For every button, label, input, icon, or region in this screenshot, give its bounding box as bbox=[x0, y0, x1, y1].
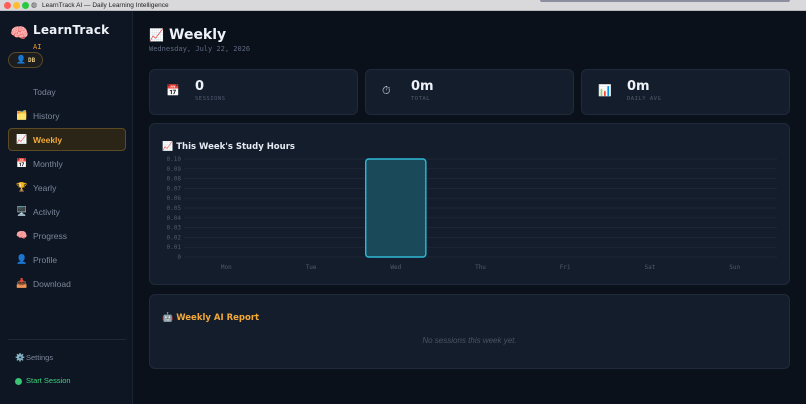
y-tick-label: 0.03 bbox=[167, 225, 182, 232]
chart-icon: 📈 bbox=[162, 142, 174, 152]
x-tick-label: Sat bbox=[645, 264, 656, 271]
y-tick-label: 0 bbox=[177, 254, 181, 261]
page-date: Wednesday, July 22, 2026 bbox=[149, 45, 251, 53]
user-icon: 👤 bbox=[16, 255, 28, 265]
sidebar-item-monthly[interactable]: 📅 Monthly bbox=[8, 152, 126, 175]
user-icon: 👤 bbox=[16, 55, 26, 64]
y-tick-label: 0.07 bbox=[167, 185, 182, 192]
report-panel-title: 🤖 Weekly AI Report bbox=[162, 305, 259, 323]
y-tick-label: 0.06 bbox=[167, 195, 182, 202]
sidebar-item-today[interactable]: Today bbox=[8, 80, 126, 103]
sidebar-item-activity[interactable]: 🖥️ Activity bbox=[8, 200, 126, 223]
sidebar-item-label: Progress bbox=[33, 231, 68, 241]
x-tick-label: Tue bbox=[306, 264, 317, 271]
stat-card-total: ⏱ 0m TOTAL bbox=[365, 69, 574, 115]
start-session-label: Start Session bbox=[26, 376, 71, 385]
x-tick-label: Mon bbox=[221, 264, 232, 271]
chart-icon: 📈 bbox=[149, 28, 164, 42]
y-tick-label: 0.10 bbox=[167, 156, 182, 163]
y-tick-label: 0.01 bbox=[167, 244, 182, 251]
logo: 🧠 LearnTrack AI bbox=[10, 22, 130, 52]
stat-card-daily-avg: 📊 0m DAILY AVG bbox=[581, 69, 790, 115]
monitor-icon: 🖥️ bbox=[16, 207, 28, 217]
stat-label: TOTAL bbox=[411, 96, 431, 102]
trophy-icon: 🏆 bbox=[16, 183, 28, 193]
maximize-window-button[interactable] bbox=[22, 2, 29, 9]
sidebar-item-label: Weekly bbox=[33, 135, 63, 145]
stat-label: DAILY AVG bbox=[627, 96, 662, 102]
y-tick-label: 0.02 bbox=[167, 234, 182, 241]
calendar-icon: 📅 bbox=[166, 84, 180, 97]
x-tick-label: Sun bbox=[729, 264, 740, 271]
stopwatch-icon: ⏱ bbox=[382, 84, 391, 97]
page-title-text: Weekly bbox=[169, 27, 227, 43]
chart-icon: 📈 bbox=[16, 135, 28, 145]
x-tick-label: Fri bbox=[560, 264, 571, 271]
user-badge[interactable]: 👤 DB bbox=[8, 52, 43, 68]
sidebar-item-progress[interactable]: 🧠 Progress bbox=[8, 224, 126, 247]
sidebar-item-label: Today bbox=[33, 87, 56, 97]
folder-icon: 🗂️ bbox=[16, 111, 28, 121]
sidebar-item-label: Profile bbox=[33, 255, 58, 265]
study-hours-chart: 0 0.01 0.02 0.03 0.04 0.05 0.06 0.07 0.08 0.09 0.1… bbox=[167, 156, 777, 271]
stat-value: 0 bbox=[195, 79, 205, 94]
close-window-button[interactable] bbox=[4, 2, 11, 9]
title-bar-accent bbox=[540, 0, 790, 2]
y-tick-label: 0.08 bbox=[167, 176, 182, 183]
chart-title: This Week's Study Hours bbox=[176, 142, 295, 152]
sidebar-item-download[interactable]: 📥 Download bbox=[8, 272, 126, 295]
logo-title: LearnTrack bbox=[33, 23, 110, 37]
sidebar: 🧠 LearnTrack AI 👤 DB Today 🗂️ History 📈 … bbox=[0, 11, 133, 404]
stat-value: 0m bbox=[627, 79, 650, 94]
chart-panel: 📈 This Week's Study Hours 0 0.01 0.02 0.03 0.… bbox=[149, 123, 790, 285]
title-bar: ◍ LearnTrack AI — Daily Learning Intelli… bbox=[0, 0, 806, 11]
gear-icon: ⚙️ bbox=[15, 353, 25, 362]
y-tick-label: 0.05 bbox=[167, 205, 182, 212]
sidebar-item-history[interactable]: 🗂️ History bbox=[8, 104, 126, 127]
report-panel: 🤖 Weekly AI Report No sessions this week … bbox=[149, 294, 790, 369]
window-title: LearnTrack AI — Daily Learning Intellige… bbox=[42, 2, 169, 9]
y-tick-label: 0.04 bbox=[167, 215, 182, 222]
sidebar-item-weekly[interactable]: 📈 Weekly bbox=[8, 128, 126, 151]
stat-card-sessions: 📅 0 SESSIONS bbox=[149, 69, 358, 115]
empty-report-message: No sessions this week yet. bbox=[422, 336, 517, 345]
sidebar-item-yearly[interactable]: 🏆 Yearly bbox=[8, 176, 126, 199]
x-tick-label: Wed bbox=[390, 264, 401, 271]
bar-wed bbox=[365, 158, 427, 258]
sidebar-item-label: Monthly bbox=[33, 159, 63, 169]
app-icon: ◍ bbox=[31, 1, 38, 9]
brain-icon: 🧠 bbox=[10, 24, 29, 42]
logo-subtitle: AI bbox=[33, 43, 42, 51]
x-tick-label: Thu bbox=[475, 264, 486, 271]
sidebar-item-label: Activity bbox=[33, 207, 60, 217]
green-dot-icon bbox=[15, 378, 22, 385]
sidebar-item-label: Download bbox=[33, 279, 71, 289]
report-title: Weekly AI Report bbox=[176, 313, 260, 323]
sidebar-item-profile[interactable]: 👤 Profile bbox=[8, 248, 126, 271]
settings-label: Settings bbox=[26, 353, 54, 362]
sidebar-item-label: Yearly bbox=[33, 183, 57, 193]
calendar-icon: 📅 bbox=[16, 159, 28, 169]
stat-value: 0m bbox=[411, 79, 434, 94]
sidebar-divider bbox=[8, 339, 126, 340]
user-initials: DB bbox=[28, 57, 36, 64]
sidebar-nav: Today 🗂️ History 📈 Weekly 📅 Monthly 🏆 Ye… bbox=[8, 80, 126, 296]
main-content: 📈 Weekly Wednesday, July 22, 2026 📅 0 SE… bbox=[133, 11, 806, 404]
download-icon: 📥 bbox=[16, 279, 28, 289]
chart-panel-title: 📈 This Week's Study Hours bbox=[162, 134, 295, 152]
y-tick-label: 0.09 bbox=[167, 166, 182, 173]
sidebar-item-label: History bbox=[33, 111, 60, 121]
bar-chart-icon: 📊 bbox=[598, 84, 612, 97]
robot-icon: 🤖 bbox=[162, 313, 174, 323]
brain-icon: 🧠 bbox=[16, 231, 28, 241]
minimize-window-button[interactable] bbox=[13, 2, 20, 9]
stat-label: SESSIONS bbox=[195, 96, 226, 102]
